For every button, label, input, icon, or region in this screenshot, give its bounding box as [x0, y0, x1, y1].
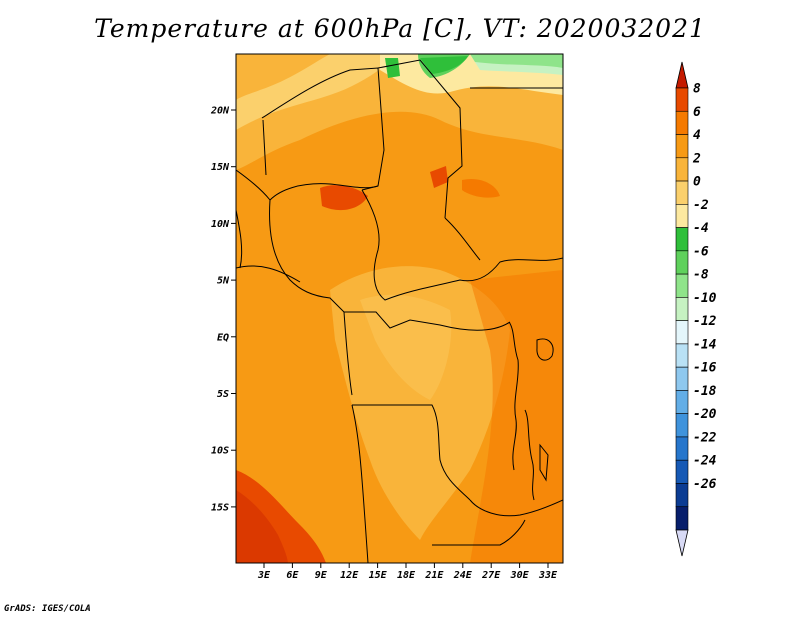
colorbar-label: -6 [693, 244, 709, 259]
lon-label: 33E [538, 570, 558, 581]
colorbar-segment [675, 390, 689, 414]
colorbar-bottom-arrow [675, 529, 689, 557]
latitude-axis: 20N 15N 10N 5N EQ 5S 10S 15S [210, 106, 236, 513]
lon-label: 3E [257, 570, 271, 581]
colorbar-label: -26 [693, 477, 717, 492]
colorbar-label: -22 [693, 430, 717, 445]
lon-label: 15E [369, 570, 388, 581]
colorbar-label: -20 [693, 407, 717, 422]
colorbar-segment [675, 297, 689, 321]
lat-label: 15N [211, 162, 230, 173]
colorbar-label: -24 [693, 454, 717, 469]
colorbar-label: 0 [693, 175, 701, 190]
colorbar-top-arrow [675, 61, 689, 89]
colorbar-label: -16 [693, 361, 717, 376]
lat-label: 5S [217, 389, 229, 400]
lon-label: 6E [286, 570, 299, 581]
colorbar-segment [675, 273, 689, 298]
colorbar-label: -2 [693, 198, 709, 213]
colorbar-label: -12 [693, 314, 717, 329]
lat-label: 5N [217, 276, 230, 287]
map-frame [235, 53, 564, 564]
colorbar-label: -14 [693, 337, 717, 352]
colorbar-segment [675, 227, 689, 252]
colorbar-label: 6 [693, 105, 701, 120]
colorbar-segment [675, 413, 689, 438]
map-title: Temperature at 600hPa [C], VT: 202003202… [94, 14, 706, 43]
colorbar-segment [675, 343, 689, 368]
colorbar-label: -4 [693, 221, 709, 236]
colorbar-segment [675, 366, 689, 391]
colorbar-segment [675, 459, 689, 484]
colorbar-segment [675, 483, 689, 508]
lat-label: 15S [211, 502, 229, 513]
lon-label: 9E [315, 570, 328, 581]
lon-label: 21E [424, 570, 444, 581]
colorbar-segment [675, 320, 689, 345]
colorbar-segment [675, 87, 689, 112]
lon-label: 24E [453, 570, 473, 581]
longitude-axis: 3E 6E 9E 12E 15E 18E 21E 24E 27E 30E 33E [257, 563, 558, 581]
colorbar-label: -10 [693, 291, 717, 306]
colorbar-label: 2 [692, 151, 701, 166]
colorbar-segment [675, 436, 689, 461]
lon-label: 30E [510, 570, 530, 581]
colorbar-segment [675, 134, 689, 159]
colorbar-segment [675, 506, 689, 531]
colorbar-label: 8 [693, 82, 701, 97]
lat-label: 10N [211, 219, 230, 230]
colorbar-label: -18 [693, 384, 717, 399]
colorbar: 8 6 4 2 0 -2 -4 -6 -8 -10 -12 -14 -16 -18 -20 -22 -24 -26 [675, 61, 717, 557]
colorbar-segment [675, 204, 689, 228]
colorbar-segment [675, 250, 689, 275]
lat-label: EQ [217, 332, 229, 343]
colorbar-label: 4 [693, 128, 701, 143]
lon-label: 27E [481, 570, 501, 581]
lat-label: 20N [210, 106, 230, 117]
colorbar-segment [675, 180, 689, 205]
colorbar-label: -8 [693, 268, 709, 283]
colorbar-segment [675, 110, 689, 135]
lat-label: 10S [211, 446, 229, 457]
credit-text: GrADS: IGES/COLA [4, 604, 91, 614]
lon-label: 18E [397, 570, 416, 581]
temperature-field [236, 54, 563, 563]
lon-label: 12E [340, 570, 359, 581]
colorbar-segment [675, 157, 689, 182]
country-borders [236, 54, 563, 563]
